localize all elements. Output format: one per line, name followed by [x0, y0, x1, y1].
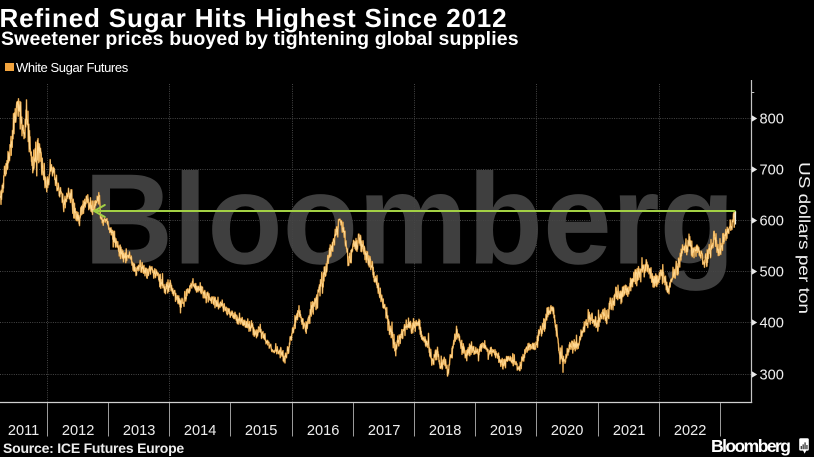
- svg-text:US dollars per ton: US dollars per ton: [795, 162, 812, 314]
- svg-text:700: 700: [760, 163, 784, 179]
- svg-text:2016: 2016: [307, 423, 339, 439]
- svg-text:Bloomberg: Bloomberg: [84, 148, 735, 292]
- svg-text:2011: 2011: [8, 423, 39, 439]
- svg-text:2017: 2017: [368, 423, 400, 439]
- svg-text:2014: 2014: [184, 423, 216, 439]
- svg-text:2013: 2013: [123, 423, 155, 439]
- svg-text:2019: 2019: [490, 423, 522, 439]
- svg-text:2012: 2012: [62, 423, 94, 439]
- svg-text:2018: 2018: [429, 423, 461, 439]
- svg-text:400: 400: [760, 316, 784, 332]
- svg-text:300: 300: [760, 368, 784, 384]
- svg-text:2020: 2020: [551, 423, 583, 439]
- svg-text:800: 800: [760, 112, 784, 128]
- svg-text:500: 500: [760, 265, 784, 281]
- svg-text:2015: 2015: [245, 423, 277, 439]
- svg-text:2021: 2021: [613, 423, 645, 439]
- svg-text:600: 600: [760, 214, 784, 230]
- svg-text:2022: 2022: [674, 423, 706, 439]
